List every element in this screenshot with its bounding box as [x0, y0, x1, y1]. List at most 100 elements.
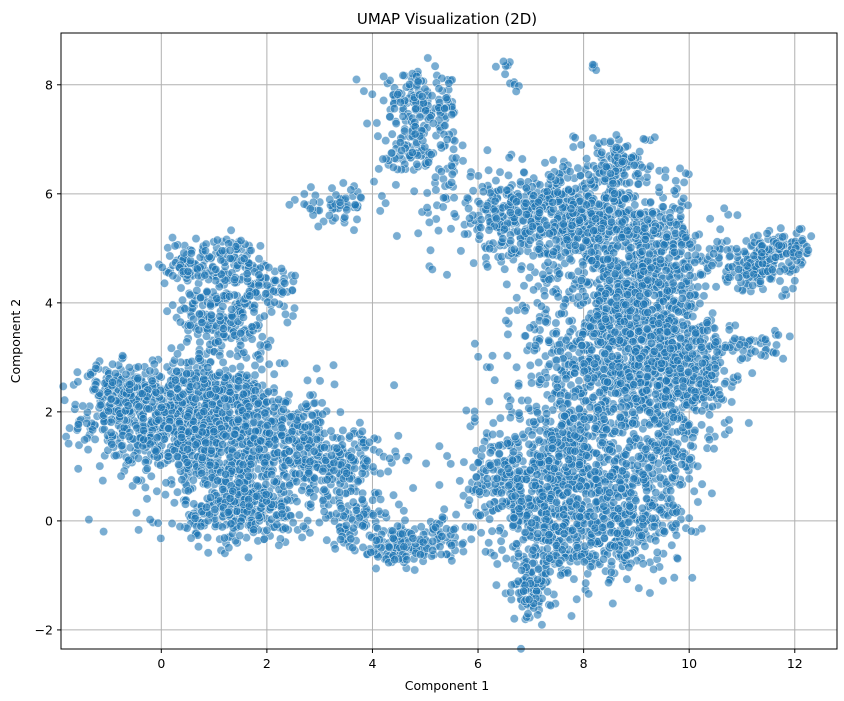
scatter-point	[500, 69, 510, 79]
scatter-point	[108, 359, 118, 369]
scatter-point	[118, 351, 128, 361]
scatter-point	[176, 283, 186, 293]
scatter-point	[132, 475, 142, 485]
scatter-point	[201, 438, 211, 448]
scatter-point	[475, 231, 485, 241]
scatter-point	[250, 386, 260, 396]
scatter-point	[107, 439, 117, 449]
scatter-point	[534, 244, 544, 254]
scatter-point	[449, 209, 459, 219]
scatter-point	[203, 548, 213, 558]
scatter-point	[460, 229, 470, 239]
scatter-point	[418, 537, 428, 547]
scatter-point	[404, 79, 414, 89]
scatter-point	[257, 364, 267, 374]
scatter-point	[218, 440, 228, 450]
scatter-point	[197, 453, 207, 463]
scatter-point	[393, 89, 403, 99]
scatter-point	[264, 359, 274, 369]
scatter-point	[325, 195, 335, 205]
scatter-point	[328, 360, 338, 370]
scatter-point	[250, 370, 260, 380]
scatter-point	[124, 455, 134, 465]
scatter-point	[637, 246, 647, 256]
scatter-point	[139, 425, 149, 435]
scatter-point	[329, 379, 339, 389]
scatter-point	[225, 253, 235, 263]
scatter-point	[464, 204, 474, 214]
scatter-point	[173, 349, 183, 359]
scatter-point	[715, 224, 725, 234]
scatter-point	[565, 254, 575, 264]
scatter-point	[447, 556, 457, 566]
scatter-point	[524, 273, 534, 283]
scatter-point	[399, 542, 409, 552]
scatter-point	[490, 375, 500, 385]
scatter-point	[529, 191, 539, 201]
scatter-point	[147, 376, 157, 386]
scatter-point	[278, 404, 288, 414]
scatter-point	[385, 453, 395, 463]
scatter-point	[400, 515, 410, 525]
scatter-point	[267, 469, 277, 479]
scatter-point	[389, 380, 399, 390]
scatter-point	[220, 394, 230, 404]
scatter-point	[447, 110, 457, 120]
scatter-point	[411, 104, 421, 114]
scatter-point	[565, 167, 575, 177]
scatter-point	[534, 357, 544, 367]
scatter-point	[521, 210, 531, 220]
scatter-point	[181, 499, 191, 509]
scatter-point	[173, 384, 183, 394]
scatter-point	[525, 323, 535, 333]
scatter-point	[106, 417, 116, 427]
scatter-point	[621, 278, 631, 288]
scatter-point	[423, 157, 433, 167]
scatter-point	[632, 225, 642, 235]
scatter-point	[376, 494, 386, 504]
scatter-point	[342, 205, 352, 215]
scatter-point	[351, 75, 361, 85]
scatter-point	[255, 340, 265, 350]
scatter-point	[269, 286, 279, 296]
scatter-point	[437, 512, 447, 522]
scatter-point	[172, 366, 182, 376]
scatter-point	[211, 264, 221, 274]
scatter-point	[319, 507, 329, 517]
scatter-point	[282, 317, 292, 327]
scatter-point	[163, 451, 173, 461]
scatter-point	[209, 427, 219, 437]
scatter-point	[124, 432, 134, 442]
scatter-point	[671, 260, 681, 270]
scatter-point	[238, 389, 248, 399]
scatter-point	[244, 471, 254, 481]
scatter-point	[352, 214, 362, 224]
scatter-point	[188, 475, 198, 485]
scatter-point	[336, 503, 346, 513]
scatter-point	[260, 458, 270, 468]
scatter-point	[133, 374, 143, 384]
scatter-point	[679, 193, 689, 203]
scatter-point	[259, 311, 269, 321]
scatter-point	[408, 533, 418, 543]
scatter-point	[413, 228, 423, 238]
scatter-point	[166, 343, 176, 353]
scatter-point	[137, 389, 147, 399]
scatter-point	[378, 154, 388, 164]
scatter-point	[206, 445, 216, 455]
scatter-point	[581, 200, 591, 210]
scatter-point	[164, 423, 174, 433]
scatter-point	[348, 497, 358, 507]
scatter-point	[145, 515, 155, 525]
scatter-point	[206, 492, 216, 502]
scatter-point	[458, 546, 468, 556]
scatter-point	[395, 138, 405, 148]
scatter-point	[132, 508, 142, 518]
scatter-point	[498, 234, 508, 244]
scatter-point	[183, 266, 193, 276]
scatter-point	[319, 442, 329, 452]
scatter-point	[182, 337, 192, 347]
scatter-point	[199, 374, 209, 384]
scatter-point	[210, 505, 220, 515]
scatter-point	[99, 527, 109, 537]
